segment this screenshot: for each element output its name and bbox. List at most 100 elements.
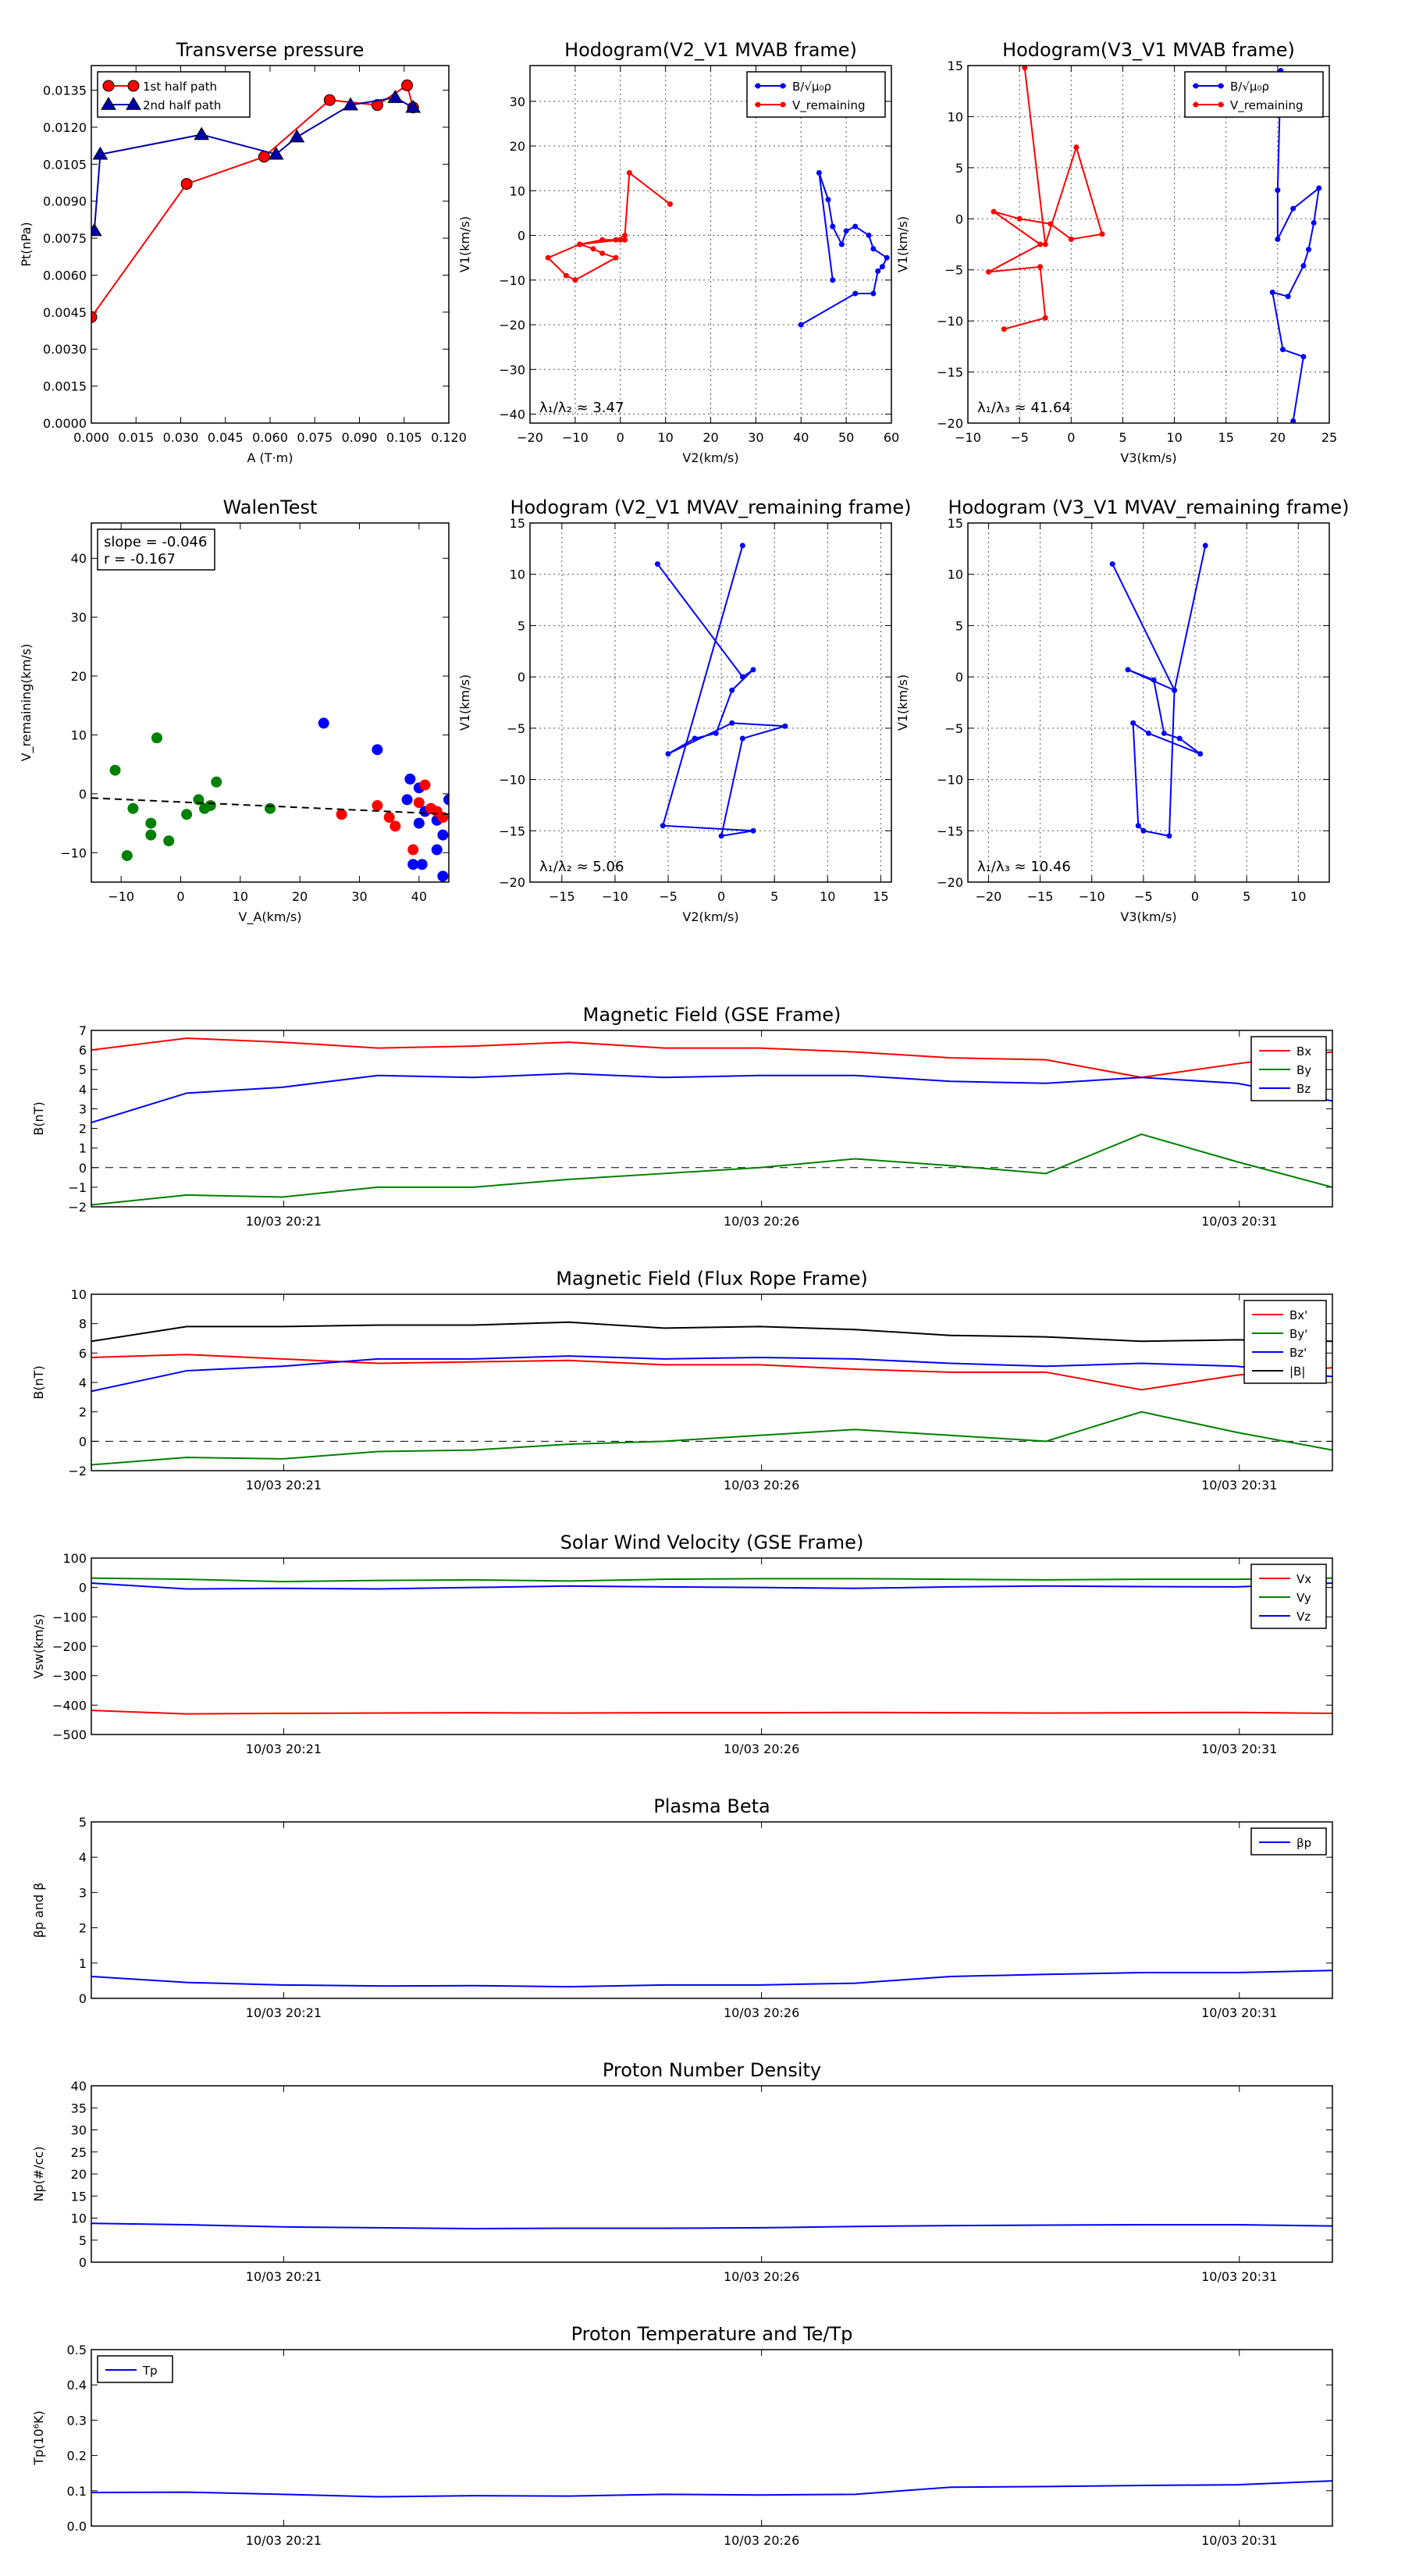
series-3-point xyxy=(389,820,401,832)
fit-line xyxy=(91,797,449,816)
x-tick-label: 0.000 xyxy=(73,430,109,445)
series-1-point xyxy=(782,723,788,729)
series-b--point xyxy=(1311,220,1317,226)
x-tick-label: 0.075 xyxy=(297,430,333,445)
legend-marker xyxy=(101,97,116,110)
legend-marker xyxy=(780,83,786,89)
series-v-remaining-point xyxy=(1016,215,1023,222)
legend-label: V_remaining xyxy=(792,98,866,113)
x-tick-label: −10 xyxy=(602,889,628,904)
x-tick-label: 10/03 20:31 xyxy=(1201,1742,1277,1756)
x-tick-label: 10/03 20:21 xyxy=(246,2005,322,2020)
x-tick-label: 20 xyxy=(702,430,718,445)
series-1st-half-path-line xyxy=(91,84,414,318)
y-tick-label: 0.0060 xyxy=(43,268,87,283)
series-b--point xyxy=(1300,262,1307,269)
x-tick-label: 10/03 20:31 xyxy=(1201,1214,1277,1229)
series-1-point xyxy=(665,751,671,757)
x-tick-label: 15 xyxy=(873,889,888,904)
y-axis-label: V1(km/s) xyxy=(457,216,472,272)
x-tick-label: 60 xyxy=(884,430,899,445)
x-tick-label: −20 xyxy=(517,430,543,445)
series-v-remaining-point xyxy=(991,208,997,215)
series-vz-line xyxy=(91,1582,1332,1590)
series-b--point xyxy=(838,241,845,247)
series-2-point xyxy=(404,774,416,785)
legend-label: Tp xyxy=(142,2364,158,2378)
y-tick-label: 15 xyxy=(71,2189,87,2204)
x-tick-label: 40 xyxy=(793,430,809,445)
y-tick-label: 5 xyxy=(79,2233,87,2248)
y-tick-label: 0 xyxy=(79,1161,87,1176)
x-tick-label: 10 xyxy=(233,889,248,904)
series-2nd-half-path-marker xyxy=(289,129,305,143)
series-1-point xyxy=(1172,687,1178,693)
x-tick-label: 10/03 20:21 xyxy=(246,1478,322,1493)
y-tick-label: 0.5 xyxy=(67,2343,87,2357)
eigen-ratio-label: λ₁/λ₂ ≈ 3.47 xyxy=(539,400,624,416)
y-axis-label: V1(km/s) xyxy=(895,216,910,272)
y-tick-label: −300 xyxy=(52,1669,87,1684)
series-b--point xyxy=(1290,418,1297,423)
legend-label: Bz' xyxy=(1289,1346,1307,1360)
series-1-point xyxy=(121,850,133,862)
y-tick-label: −2 xyxy=(68,1200,87,1215)
y-tick-label: 0 xyxy=(79,1581,87,1596)
series-2nd-half-path-marker xyxy=(405,99,422,113)
chart-10: Plasma Beta 0 1 2 3 4 5 10/03 20:21 10/03 20:26 1… xyxy=(31,1795,1333,2020)
series-1st-half-path-marker xyxy=(401,79,414,91)
series-b--point xyxy=(870,246,877,252)
chart-title: Magnetic Field (GSE Frame) xyxy=(583,1004,841,1026)
series-b--point xyxy=(852,290,859,297)
y-axis-label: B(nT) xyxy=(31,1365,46,1399)
y-tick-label: 10 xyxy=(510,183,525,198)
series-v-remaining-point xyxy=(599,237,606,243)
y-tick-label: −10 xyxy=(499,773,525,788)
y-tick-label: 6 xyxy=(79,1346,87,1361)
chart-12: Proton Temperature and Te/Tp 0.0 0.1 0.2 0.3… xyxy=(31,2323,1333,2548)
y-tick-label: 0 xyxy=(518,229,525,244)
series-b--point xyxy=(1285,294,1291,300)
series-v-remaining-line xyxy=(546,171,671,281)
series-v-remaining-point xyxy=(626,169,632,176)
y-tick-label: 20 xyxy=(510,139,525,154)
series-v-remaining-point xyxy=(1001,326,1007,333)
y-axis-label: βp and β xyxy=(31,1883,46,1938)
plot-frame xyxy=(91,2349,1333,2527)
series-3-point xyxy=(407,844,419,856)
series-by-line xyxy=(91,1133,1332,1206)
series-1-point xyxy=(750,667,756,673)
y-tick-label: 2 xyxy=(79,1921,87,1936)
x-tick-label: −15 xyxy=(1027,889,1054,904)
y-tick-label: 0 xyxy=(79,1991,87,2006)
plot-frame xyxy=(967,65,1330,424)
series-2-point xyxy=(437,870,449,882)
y-tick-label: 2 xyxy=(79,1122,87,1137)
series-v-remaining-point xyxy=(667,201,673,207)
series-b--line xyxy=(1271,70,1321,422)
x-tick-label: 10/03 20:26 xyxy=(724,2005,799,2020)
x-tick-label: 0.060 xyxy=(252,430,288,445)
x-tick-label: 10/03 20:21 xyxy=(246,2269,322,2284)
chart-7: Magnetic Field (GSE Frame) −2 −1 0 1 2 3 4 5 6 7 10… xyxy=(31,1004,1333,1229)
x-tick-label: 10/03 20:31 xyxy=(1201,2005,1277,2020)
y-tick-label: 0.3 xyxy=(67,2413,87,2428)
legend-label: Vz xyxy=(1297,1610,1311,1624)
y-tick-label: −1 xyxy=(68,1180,87,1195)
y-tick-label: 15 xyxy=(948,516,963,531)
y-tick-label: −200 xyxy=(52,1639,87,1654)
series-vx-line xyxy=(91,1710,1332,1715)
chart-title: Proton Number Density xyxy=(603,2059,821,2081)
y-tick-label: −500 xyxy=(52,1727,87,1742)
x-tick-label: 0.090 xyxy=(342,430,378,445)
series-2-point xyxy=(318,717,329,729)
y-tick-label: 0.0075 xyxy=(43,231,87,246)
x-tick-label: 0 xyxy=(1067,430,1075,445)
y-tick-label: 35 xyxy=(71,2101,87,2115)
series-1st-half-path-marker xyxy=(91,311,98,323)
y-tick-label: 6 xyxy=(79,1043,87,1058)
data-layer xyxy=(91,2480,1332,2498)
y-tick-label: 1 xyxy=(79,1141,87,1156)
series-b--point xyxy=(1275,187,1281,194)
